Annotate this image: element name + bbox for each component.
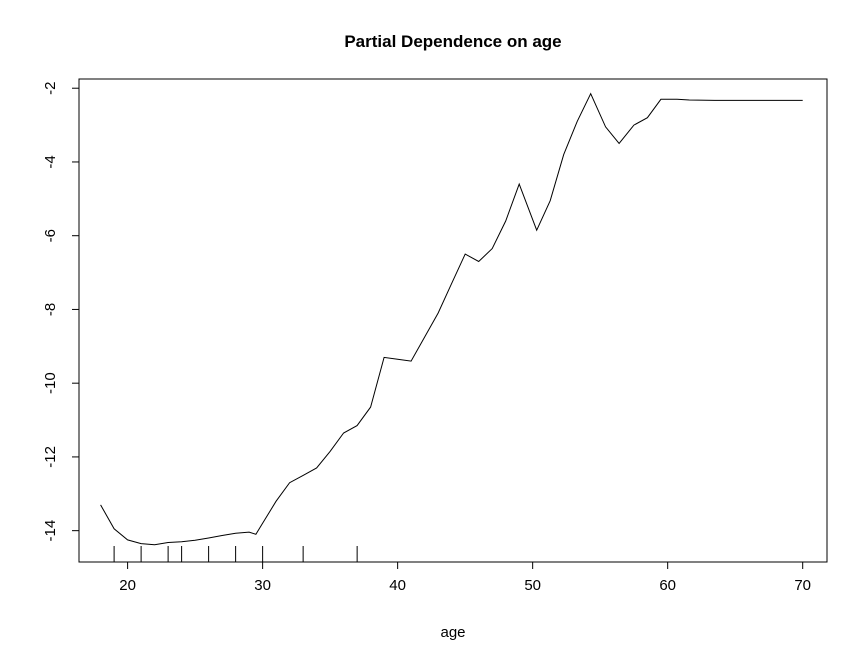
rug-marks [113, 546, 358, 562]
y-tick-label: -6 [42, 229, 59, 242]
y-tick-label: -2 [42, 82, 59, 95]
x-axis: 20 30 40 50 60 70 [119, 562, 811, 594]
x-tick-label: 50 [524, 577, 541, 594]
x-tick-label: 40 [389, 577, 406, 594]
y-tick-label: -4 [42, 155, 59, 168]
y-tick-label: -10 [42, 372, 59, 394]
series-group [100, 92, 803, 546]
plot-frame [78, 78, 828, 563]
y-tick-label: -12 [42, 446, 59, 468]
y-tick-label: -14 [42, 520, 59, 542]
series-line [100, 92, 803, 546]
x-axis-label: age [440, 624, 465, 641]
x-tick-label: 60 [659, 577, 676, 594]
chart-title: Partial Dependence on age [344, 32, 561, 51]
x-tick-label: 70 [794, 577, 811, 594]
x-tick-label: 30 [254, 577, 271, 594]
x-tick-label: 20 [119, 577, 136, 594]
y-axis: -2 -4 -6 -8 -10 -12 -14 [42, 82, 79, 542]
y-tick-label: -8 [42, 303, 59, 316]
